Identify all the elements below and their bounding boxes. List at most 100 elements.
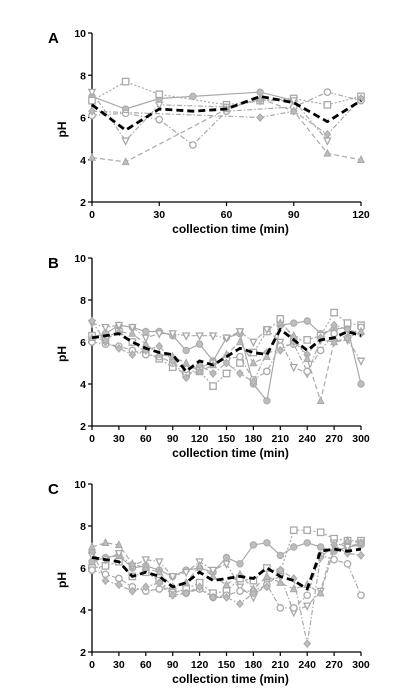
mean-line xyxy=(91,327,362,373)
y-axis-title: pH xyxy=(55,122,69,138)
marker-7 xyxy=(168,330,177,339)
x-tick-label: 30 xyxy=(113,659,125,671)
marker-15 xyxy=(276,577,285,586)
marker-3 xyxy=(155,115,164,124)
marker-7 xyxy=(323,88,332,97)
x-tick-label: 0 xyxy=(89,209,95,221)
marker-14 xyxy=(262,351,271,360)
marker-7 xyxy=(168,573,177,582)
marker-2 xyxy=(121,137,130,146)
marker-3 xyxy=(114,321,124,331)
y-tick-label: 6 xyxy=(80,113,86,125)
marker-20 xyxy=(343,332,352,341)
marker-8 xyxy=(182,346,190,355)
mean-line xyxy=(91,547,362,591)
marker-3 xyxy=(155,90,164,99)
marker-8 xyxy=(182,358,191,367)
marker-7 xyxy=(323,137,332,146)
marker-17 xyxy=(303,317,311,325)
series-2 xyxy=(88,77,365,109)
marker-7 xyxy=(168,590,177,600)
marker-2 xyxy=(256,113,264,122)
marker-4 xyxy=(128,586,137,596)
marker-1 xyxy=(87,152,97,161)
marker-9 xyxy=(195,366,204,375)
x-tick-label: 30 xyxy=(113,433,125,445)
marker-8 xyxy=(181,332,191,341)
marker-13 xyxy=(249,338,258,348)
marker-7 xyxy=(356,154,366,163)
x-tick-label: 270 xyxy=(325,659,343,671)
marker-18 xyxy=(316,543,325,551)
marker-12 xyxy=(236,599,244,609)
marker-19 xyxy=(330,308,338,317)
marker-2 xyxy=(121,109,130,118)
series-line xyxy=(91,91,294,110)
marker-2 xyxy=(101,323,110,333)
x-tick-label: 210 xyxy=(272,659,290,671)
marker-12 xyxy=(236,352,244,361)
marker-9 xyxy=(195,340,204,348)
marker-21 xyxy=(357,380,365,388)
marker-5 xyxy=(141,334,151,343)
marker-15 xyxy=(276,345,285,355)
panel-c: C 2 4 6 8 10 0 30 60 90 120 150 180 210 240 270 300 colle… xyxy=(48,479,370,686)
marker-17 xyxy=(303,367,312,376)
marker-21 xyxy=(357,550,365,560)
marker-17 xyxy=(303,526,312,535)
y-tick-label: 10 xyxy=(74,479,86,491)
marker-16 xyxy=(289,604,298,612)
marker-21 xyxy=(357,591,365,600)
marker-17 xyxy=(303,336,312,344)
marker-9 xyxy=(195,582,204,592)
marker-4 xyxy=(128,558,137,567)
x-tick-label: 270 xyxy=(325,433,343,445)
marker-10 xyxy=(209,369,217,378)
y-tick-label: 2 xyxy=(80,647,86,659)
marker-2 xyxy=(101,576,110,586)
marker-14 xyxy=(263,539,271,547)
y-tick-label: 8 xyxy=(80,521,86,533)
marker-21 xyxy=(356,357,366,367)
marker-3 xyxy=(115,580,123,590)
x-tick-label: 120 xyxy=(191,659,209,671)
panel-label: B xyxy=(48,255,59,272)
marker-17 xyxy=(303,539,311,547)
marker-14 xyxy=(263,397,271,405)
panel-b: B 2 4 6 8 10 0 30 60 90 120 150 180 210 240 270 300 colle… xyxy=(48,253,370,460)
marker-11 xyxy=(222,334,231,343)
marker-18 xyxy=(316,528,325,537)
marker-8 xyxy=(182,373,191,383)
marker-13 xyxy=(249,377,258,387)
marker-16 xyxy=(289,330,298,339)
x-axis-title: collection time (min) xyxy=(172,222,289,236)
marker-10 xyxy=(208,332,218,341)
x-tick-label: 150 xyxy=(218,433,236,445)
marker-15 xyxy=(276,318,285,327)
marker-19 xyxy=(330,337,339,346)
x-tick-label: 60 xyxy=(221,209,233,221)
y-axis-title: pH xyxy=(55,346,69,362)
marker-16 xyxy=(289,363,299,373)
marker-2 xyxy=(101,335,110,344)
series-line xyxy=(91,91,362,146)
y-tick-label: 2 xyxy=(80,421,86,433)
marker-11 xyxy=(222,579,231,588)
marker-2 xyxy=(121,157,130,166)
mean-line xyxy=(91,95,362,132)
marker-5 xyxy=(141,563,150,572)
series-4 xyxy=(88,88,365,149)
marker-6 xyxy=(154,330,164,339)
marker-14 xyxy=(262,326,272,335)
marker-1 xyxy=(88,316,96,326)
marker-17 xyxy=(303,639,312,649)
marker-21 xyxy=(356,326,366,335)
marker-14 xyxy=(262,564,271,572)
marker-12 xyxy=(236,560,244,568)
marker-13 xyxy=(249,584,258,593)
marker-17 xyxy=(302,602,312,611)
marker-6 xyxy=(155,567,164,576)
marker-15 xyxy=(276,604,285,612)
marker-15 xyxy=(276,565,285,575)
marker-3 xyxy=(115,343,123,353)
